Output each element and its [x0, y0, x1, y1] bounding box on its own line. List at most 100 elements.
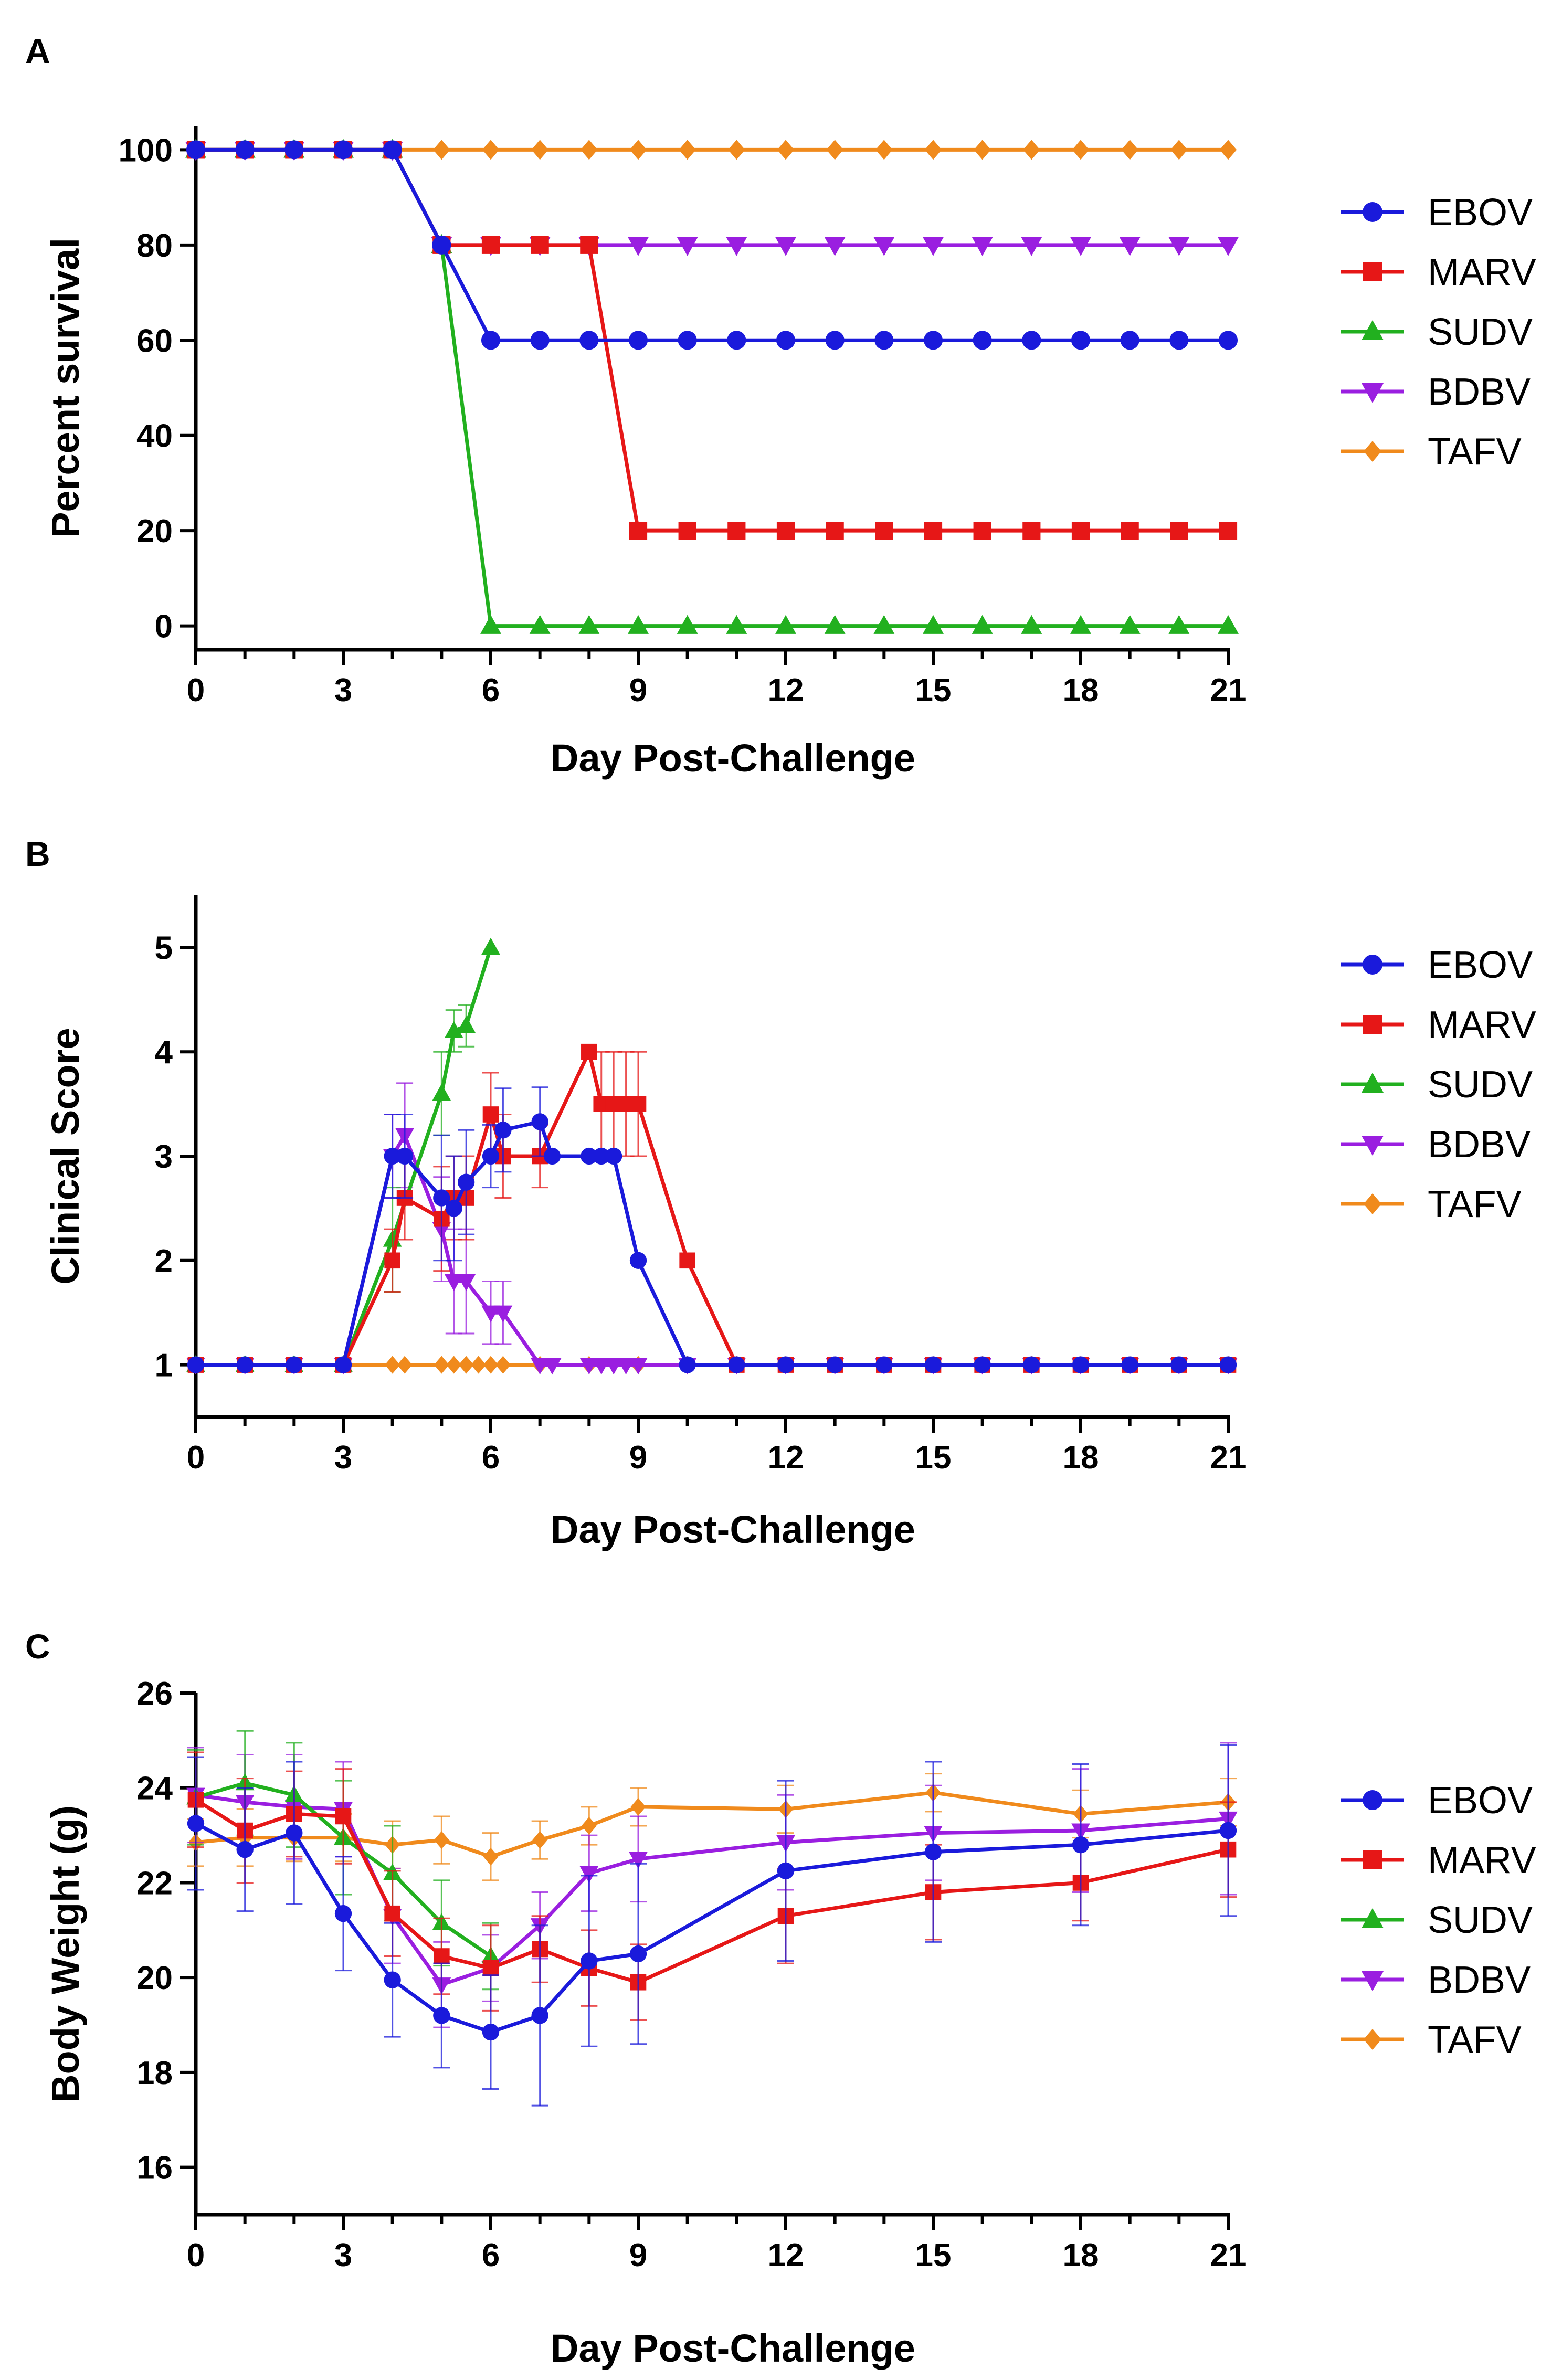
data-point-tafv [1170, 140, 1188, 160]
data-point-tafv [974, 140, 991, 160]
legend-marker-marv [1363, 262, 1382, 281]
data-point-bdbv [592, 1358, 611, 1375]
data-point-sudv [1070, 615, 1091, 634]
data-point-marv [776, 522, 795, 540]
data-point-ebov [875, 1356, 893, 1373]
data-point-bdbv [972, 237, 993, 256]
series-sudv [185, 139, 1239, 634]
legend-label: TAFV [1428, 431, 1522, 473]
data-point-ebov [1219, 1356, 1237, 1373]
data-point-bdbv [579, 1358, 599, 1375]
data-point-marv [679, 1252, 695, 1269]
data-point-sudv [775, 615, 796, 634]
legend-item-sudv: SUDV [1341, 1064, 1533, 1106]
data-point-ebov [433, 2007, 450, 2024]
data-point-marv [1121, 522, 1139, 540]
data-point-bdbv [444, 1274, 463, 1292]
data-point-ebov [1121, 1356, 1138, 1373]
legend-marker-sudv [1362, 1073, 1384, 1093]
data-point-bdbv [457, 1274, 476, 1292]
series-line-sudv [196, 147, 1228, 628]
data-point-marv [580, 236, 598, 254]
legend-item-marv: MARV [1341, 1004, 1536, 1046]
x-tick-label: 6 [482, 1440, 500, 1476]
legend-marker-sudv [1362, 320, 1384, 340]
legend-label: TAFV [1428, 2019, 1522, 2061]
data-point-tafv [581, 140, 598, 160]
legend-item-sudv: SUDV [1341, 1899, 1533, 1941]
y-tick-label: 22 [136, 1865, 173, 1901]
data-point-marv [875, 522, 893, 540]
data-point-ebov [1219, 1822, 1237, 1839]
data-point-sudv [923, 615, 944, 634]
data-point-ebov [924, 1843, 942, 1860]
data-point-bdbv [579, 1866, 599, 1884]
data-point-ebov [1072, 1356, 1090, 1373]
series-line-bdbv [195, 1793, 1229, 1987]
x-tick-label: 0 [187, 2237, 205, 2273]
data-point-sudv [1021, 615, 1042, 634]
data-point-ebov [777, 1862, 795, 1880]
y-axis-title-b: Clinical Score [44, 1028, 87, 1284]
y-tick-label: 5 [155, 930, 173, 966]
data-point-bdbv [604, 1358, 624, 1375]
data-point-sudv [529, 615, 551, 634]
data-point-ebov [1072, 1836, 1090, 1854]
series-line-tafv [195, 1791, 1229, 1859]
series-marv [187, 1751, 1237, 2022]
x-tick-label: 3 [334, 1440, 352, 1476]
legend-marker-marv [1363, 1015, 1382, 1034]
data-point-ebov [531, 1113, 548, 1130]
data-point-tafv [924, 140, 942, 160]
data-point-ebov [482, 1147, 500, 1165]
data-point-marv [1219, 522, 1238, 540]
data-point-bdbv [530, 1358, 550, 1375]
data-point-ebov [481, 331, 501, 350]
data-point-marv [1022, 522, 1041, 540]
data-point-tafv [482, 140, 500, 160]
y-tick-label: 40 [136, 418, 173, 454]
data-point-bdbv [481, 1305, 500, 1323]
series-line-ebov [196, 1119, 1228, 1367]
legend-item-sudv: SUDV [1341, 311, 1533, 353]
y-tick-label: 3 [155, 1139, 173, 1175]
data-point-bdbv [677, 237, 698, 256]
data-point-ebov [777, 1356, 795, 1373]
y-tick-label: 26 [136, 1676, 173, 1712]
legend-marker-tafv [1364, 1193, 1381, 1214]
x-tick-label: 9 [629, 1440, 647, 1476]
data-point-marv [335, 1808, 352, 1825]
legend-item-tafv: TAFV [1341, 431, 1522, 473]
data-point-tafv [385, 1356, 400, 1374]
data-point-bdbv [629, 1358, 648, 1375]
data-point-tafv [531, 140, 548, 160]
data-point-sudv [1218, 615, 1239, 634]
data-point-sudv [1119, 615, 1141, 634]
data-point-ebov [973, 331, 992, 350]
legend-label: SUDV [1428, 1899, 1533, 1941]
x-axis-title-a: Day Post-Challenge [551, 736, 915, 780]
data-point-ebov [678, 331, 697, 350]
data-point-tafv [629, 140, 647, 160]
data-point-bdbv [1021, 237, 1042, 256]
x-axis-title-b: Day Post-Challenge [551, 1508, 915, 1551]
data-point-bdbv [923, 237, 944, 256]
x-tick-label: 21 [1210, 672, 1247, 708]
y-axis-title-a: Percent survival [44, 238, 87, 538]
data-point-ebov [1022, 331, 1041, 350]
legend-c: EBOV MARV SUDV BDBV TAFV [1341, 1780, 1536, 2061]
legend-item-marv: MARV [1341, 1839, 1536, 1881]
data-point-ebov [187, 1815, 205, 1832]
data-point-ebov [874, 331, 894, 350]
x-tick-label: 18 [1063, 2237, 1099, 2273]
legend-label: SUDV [1428, 1064, 1533, 1106]
x-tick-label: 6 [482, 2237, 500, 2273]
data-point-marv [1170, 522, 1188, 540]
legend-marker-marv [1363, 1850, 1382, 1869]
data-point-marv [727, 522, 746, 540]
data-point-tafv [581, 1817, 597, 1835]
legend-marker-bdbv [1362, 1136, 1384, 1156]
data-point-tafv [446, 1356, 462, 1374]
legend-marker-bdbv [1362, 383, 1384, 403]
